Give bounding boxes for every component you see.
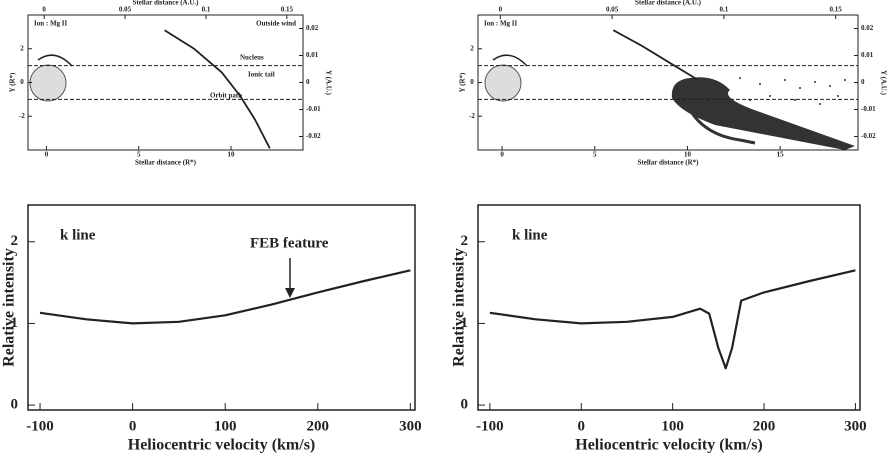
y2-tick-label: -0.01	[861, 105, 876, 113]
x-tick-label: 100	[214, 418, 237, 434]
x-tick-label: 0	[45, 151, 49, 159]
y-tick-label: 1	[461, 315, 469, 331]
y2-axis-label: Y (A.U.)	[879, 70, 887, 95]
x-axis-label: Stellar distance (R*)	[638, 159, 700, 167]
y2-tick-label: -0.02	[306, 132, 321, 140]
y2-tick-label: -0.01	[306, 105, 321, 113]
rotation-arrow	[37, 54, 73, 67]
y2-tick-label: 0	[306, 78, 310, 86]
y2-axis-label: Y (A.U.)	[324, 70, 332, 95]
tail-branch	[688, 109, 756, 145]
x-axis-label: Heliocentric velocity (km/s)	[575, 437, 763, 454]
ionic-tail	[671, 77, 855, 150]
x2-tick-label: 0.05	[119, 6, 132, 14]
x2-tick-label: 0.05	[606, 6, 619, 14]
y2-tick-label: -0.02	[861, 132, 876, 140]
plot-frame	[27, 14, 304, 151]
y-tick-label: 0	[20, 78, 24, 86]
y-tick-label: 0	[11, 397, 19, 413]
y2-tick-label: 0	[861, 78, 865, 86]
x-tick-label: 0	[578, 418, 586, 434]
y-axis-label: Y (R*)	[9, 72, 17, 92]
x-tick-label: -100	[476, 418, 504, 434]
plot-frame	[27, 204, 416, 411]
series-line	[612, 29, 698, 80]
y2-tick-label: 0.01	[861, 51, 874, 59]
tail-dots	[739, 77, 846, 105]
x-tick-label: 0	[500, 151, 504, 159]
x-tick-label: 5	[137, 151, 141, 159]
x-tick-label: 15	[777, 151, 785, 159]
y-tick-label: -2	[19, 112, 25, 120]
annotation: Ion : Mg II	[34, 20, 68, 28]
x2-tick-label: 0	[42, 6, 46, 14]
y-tick-label: -2	[469, 112, 475, 120]
x-tick-label: 200	[753, 418, 776, 434]
y-axis-label: Relative intensity	[1, 248, 18, 367]
x2-axis-label: Stellar distance (A.U.)	[635, 0, 702, 7]
annotation: Ionic tail	[248, 71, 275, 79]
x2-axis-label: Stellar distance (A.U.)	[133, 0, 200, 7]
y-tick-label: 2	[20, 44, 24, 52]
x-tick-label: 5	[593, 151, 597, 159]
x-tick-label: 100	[661, 418, 684, 434]
x-tick-label: -100	[26, 418, 54, 434]
series-line	[489, 269, 856, 370]
series-line	[39, 269, 411, 325]
annotation: k line	[512, 227, 548, 243]
x-tick-label: 0	[129, 418, 137, 434]
x2-tick-label: 0.1	[202, 6, 211, 14]
annotation: Nucleus	[240, 54, 264, 62]
y-axis-label: Y (R*)	[459, 72, 467, 92]
y-tick-label: 0	[461, 397, 469, 413]
star	[484, 64, 522, 102]
x-axis-label: Heliocentric velocity (km/s)	[128, 437, 316, 454]
y-tick-label: 0	[470, 78, 474, 86]
y-tick-label: 2	[461, 233, 469, 249]
y2-tick-label: 0.02	[861, 24, 874, 32]
annotation: Outside wind	[256, 20, 296, 28]
annotation: FEB feature	[250, 235, 329, 251]
x-tick-label: 300	[844, 418, 867, 434]
series-line	[164, 29, 271, 149]
x-axis-label: Stellar distance (R*)	[135, 159, 197, 167]
y-tick-label: 1	[11, 315, 19, 331]
plot-frame	[477, 204, 861, 411]
rotation-arrow	[492, 54, 528, 67]
x-tick-label: 300	[399, 418, 422, 434]
y-tick-label: 2	[11, 233, 19, 249]
x2-tick-label: 0.1	[720, 6, 729, 14]
annotation: Orbit path	[210, 92, 242, 100]
arrow-head	[285, 288, 295, 298]
y2-tick-label: 0.01	[306, 51, 319, 59]
annotation: Ion : Mg II	[484, 20, 518, 28]
y-tick-label: 2	[470, 44, 474, 52]
y2-tick-label: 0.02	[306, 24, 319, 32]
x2-tick-label: 0.15	[830, 6, 843, 14]
x-tick-label: 10	[684, 151, 692, 159]
x2-tick-label: 0.15	[281, 6, 294, 14]
x2-tick-label: 0	[499, 6, 503, 14]
star	[29, 64, 67, 102]
x-tick-label: 200	[307, 418, 330, 434]
x-tick-label: 10	[228, 151, 236, 159]
y-axis-label: Relative intensity	[451, 248, 468, 367]
annotation: k line	[60, 227, 96, 243]
